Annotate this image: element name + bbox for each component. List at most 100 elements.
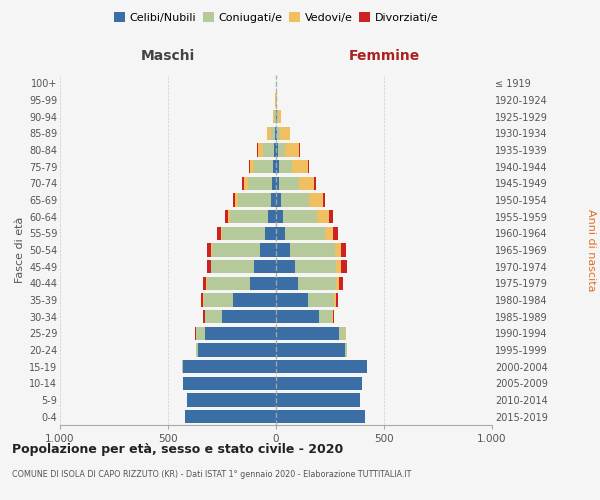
- Bar: [276, 260, 295, 274]
- Bar: [196, 344, 198, 356]
- Bar: [276, 194, 281, 206]
- Bar: [279, 176, 299, 190]
- Bar: [335, 244, 341, 256]
- Bar: [325, 226, 333, 240]
- Bar: [292, 160, 308, 173]
- Bar: [260, 244, 276, 256]
- Bar: [341, 260, 347, 274]
- Bar: [276, 144, 278, 156]
- Bar: [278, 160, 292, 173]
- Bar: [308, 160, 309, 173]
- Bar: [183, 376, 276, 390]
- Bar: [211, 260, 254, 274]
- Bar: [212, 244, 260, 256]
- Bar: [309, 194, 323, 206]
- Bar: [274, 144, 276, 156]
- Bar: [250, 160, 254, 173]
- Bar: [208, 244, 211, 256]
- Bar: [284, 226, 325, 240]
- Bar: [276, 344, 345, 356]
- Bar: [298, 276, 337, 290]
- Bar: [250, 276, 276, 290]
- Text: Popolazione per età, sesso e stato civile - 2020: Popolazione per età, sesso e stato civil…: [12, 442, 343, 456]
- Bar: [196, 326, 205, 340]
- Bar: [323, 194, 325, 206]
- Bar: [337, 260, 341, 274]
- Bar: [235, 194, 238, 206]
- Bar: [333, 310, 334, 324]
- Text: Anni di nascita: Anni di nascita: [586, 209, 596, 291]
- Bar: [277, 110, 278, 124]
- Bar: [242, 176, 244, 190]
- Bar: [277, 126, 280, 140]
- Bar: [207, 276, 250, 290]
- Bar: [336, 294, 338, 306]
- Bar: [276, 126, 277, 140]
- Bar: [268, 210, 276, 224]
- Bar: [254, 160, 273, 173]
- Bar: [299, 176, 314, 190]
- Bar: [299, 144, 300, 156]
- Bar: [341, 244, 346, 256]
- Bar: [278, 144, 285, 156]
- Bar: [222, 226, 265, 240]
- Bar: [276, 110, 277, 124]
- Bar: [337, 276, 339, 290]
- Bar: [198, 344, 276, 356]
- Bar: [230, 210, 268, 224]
- Bar: [249, 160, 250, 173]
- Bar: [276, 310, 319, 324]
- Bar: [276, 326, 338, 340]
- Bar: [332, 310, 333, 324]
- Bar: [275, 126, 276, 140]
- Bar: [276, 410, 365, 424]
- Bar: [338, 326, 345, 340]
- Bar: [308, 294, 334, 306]
- Bar: [276, 244, 290, 256]
- Bar: [248, 176, 272, 190]
- Bar: [203, 310, 205, 324]
- Bar: [217, 226, 221, 240]
- Bar: [329, 210, 332, 224]
- Bar: [268, 126, 271, 140]
- Bar: [319, 310, 332, 324]
- Bar: [276, 360, 367, 374]
- Bar: [271, 126, 275, 140]
- Y-axis label: Fasce di età: Fasce di età: [14, 217, 25, 283]
- Bar: [276, 210, 283, 224]
- Bar: [258, 144, 263, 156]
- Text: Maschi: Maschi: [141, 48, 195, 62]
- Bar: [276, 226, 284, 240]
- Bar: [314, 176, 316, 190]
- Bar: [233, 294, 276, 306]
- Bar: [205, 326, 276, 340]
- Bar: [276, 294, 308, 306]
- Bar: [317, 210, 329, 224]
- Bar: [334, 294, 336, 306]
- Text: Femmine: Femmine: [349, 48, 419, 62]
- Bar: [228, 210, 230, 224]
- Bar: [280, 126, 290, 140]
- Bar: [263, 144, 274, 156]
- Bar: [233, 194, 235, 206]
- Bar: [345, 344, 347, 356]
- Bar: [254, 260, 276, 274]
- Bar: [221, 226, 222, 240]
- Bar: [274, 110, 275, 124]
- Bar: [238, 194, 271, 206]
- Bar: [290, 244, 335, 256]
- Bar: [271, 194, 276, 206]
- Bar: [339, 276, 343, 290]
- Bar: [203, 294, 233, 306]
- Bar: [295, 260, 337, 274]
- Bar: [278, 110, 281, 124]
- Bar: [185, 410, 276, 424]
- Bar: [276, 276, 298, 290]
- Bar: [206, 260, 211, 274]
- Legend: Celibi/Nubili, Coniugati/e, Vedovi/e, Divorziati/e: Celibi/Nubili, Coniugati/e, Vedovi/e, Di…: [109, 8, 443, 28]
- Bar: [276, 376, 362, 390]
- Text: COMUNE DI ISOLA DI CAPO RIZZUTO (KR) - Dati ISTAT 1° gennaio 2020 - Elaborazione: COMUNE DI ISOLA DI CAPO RIZZUTO (KR) - D…: [12, 470, 412, 479]
- Bar: [211, 244, 212, 256]
- Bar: [187, 394, 276, 406]
- Bar: [224, 210, 228, 224]
